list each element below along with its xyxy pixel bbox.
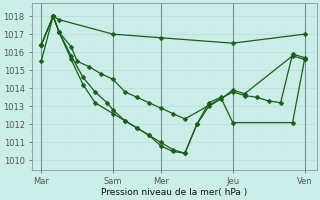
X-axis label: Pression niveau de la mer( hPa ): Pression niveau de la mer( hPa ) [101,188,247,197]
